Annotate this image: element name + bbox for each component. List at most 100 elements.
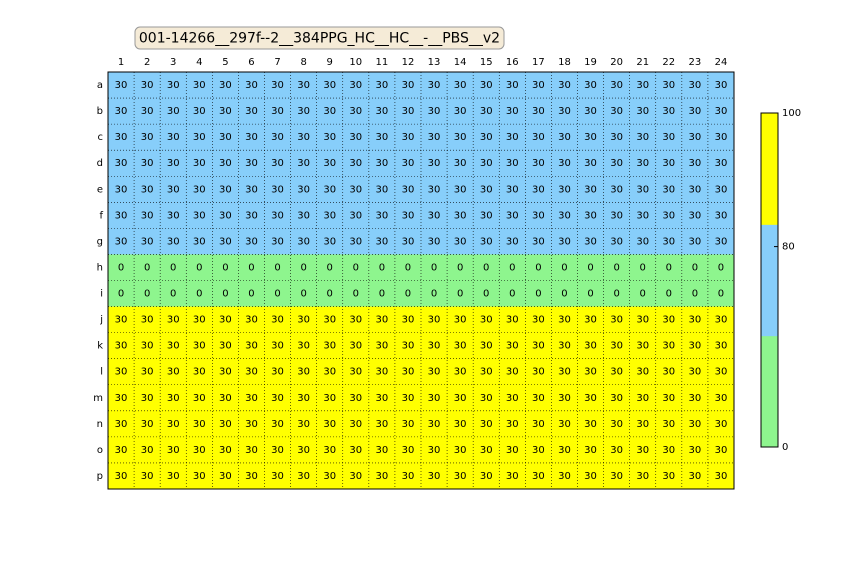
cell-label: 30	[323, 80, 336, 91]
cell-label: 30	[454, 419, 467, 430]
cell	[290, 254, 318, 281]
cell	[108, 280, 135, 308]
cell	[316, 410, 344, 438]
row-label: j	[99, 315, 103, 326]
cell-label: 30	[402, 158, 415, 169]
cell-label: 30	[402, 393, 415, 404]
cell	[342, 254, 370, 281]
cell-label: 30	[584, 210, 597, 221]
cell	[681, 98, 709, 125]
row-label: m	[93, 393, 103, 404]
cell-label: 30	[506, 315, 519, 326]
cell	[447, 254, 474, 281]
cell-label: 30	[454, 471, 467, 482]
cell	[342, 150, 370, 177]
cell	[290, 202, 318, 229]
cell-label: 30	[193, 158, 206, 169]
cell-label: 30	[349, 419, 362, 430]
cell	[707, 410, 735, 438]
chart-title: 001-14266__297f--2__384PPG_HC__HC__-__PB…	[139, 31, 500, 47]
cell-label: 30	[297, 158, 310, 169]
cell	[394, 280, 422, 308]
cell-label: 30	[349, 393, 362, 404]
cell	[603, 98, 631, 125]
cell	[316, 98, 344, 125]
cell-label: 0	[431, 289, 437, 300]
cell-label: 30	[402, 419, 415, 430]
cell	[577, 150, 605, 177]
cell-label: 30	[454, 80, 467, 91]
cell	[525, 332, 552, 360]
plate-border	[107, 71, 735, 490]
cell	[707, 72, 735, 99]
cell-label: 30	[558, 158, 571, 169]
cell	[212, 384, 239, 412]
cell	[577, 436, 605, 464]
cell-label: 30	[689, 419, 702, 430]
cell	[577, 98, 605, 125]
cell	[290, 72, 318, 99]
cell	[629, 384, 657, 412]
cell	[316, 72, 344, 99]
cell	[499, 150, 526, 177]
cell-label: 30	[689, 236, 702, 247]
cell	[577, 332, 605, 360]
cell-label: 30	[532, 471, 545, 482]
cell-label: 30	[610, 184, 623, 195]
cell-label: 30	[636, 184, 649, 195]
cell	[603, 150, 631, 177]
cell	[108, 98, 135, 125]
cell-label: 30	[193, 132, 206, 143]
cell	[108, 150, 135, 177]
column-label: 13	[428, 57, 441, 68]
cell	[707, 280, 735, 308]
cell	[394, 176, 422, 203]
cell-label: 30	[610, 236, 623, 247]
colorbar-segment	[761, 224, 778, 337]
cell	[473, 306, 500, 334]
cell-label: 30	[349, 236, 362, 247]
column-label: 2	[144, 57, 150, 68]
cell-label: 30	[610, 341, 623, 352]
cell-label: 30	[376, 419, 389, 430]
cell-label: 30	[532, 184, 545, 195]
cell	[525, 124, 552, 151]
cell	[473, 98, 500, 125]
cell-label: 30	[584, 471, 597, 482]
cell	[160, 384, 187, 412]
cell-label: 30	[271, 80, 284, 91]
cell	[421, 332, 448, 360]
cell	[629, 98, 657, 125]
cell-label: 30	[245, 471, 258, 482]
cell	[681, 306, 709, 334]
column-label: 10	[349, 57, 362, 68]
row-label: l	[100, 367, 103, 378]
column-label: 8	[300, 57, 306, 68]
cell-label: 0	[587, 262, 593, 273]
cell-label: 30	[558, 393, 571, 404]
cell-label: 30	[532, 210, 545, 221]
cell	[264, 280, 292, 308]
cell	[290, 462, 318, 490]
cell	[421, 384, 448, 412]
cell	[108, 72, 135, 99]
cell	[160, 176, 187, 203]
cell	[551, 306, 578, 334]
cell-label: 30	[480, 419, 493, 430]
cell	[186, 436, 213, 464]
cell-label: 30	[610, 80, 623, 91]
cell	[499, 332, 526, 360]
cell	[290, 150, 318, 177]
cell-label: 0	[613, 289, 619, 300]
cell	[681, 72, 709, 99]
cell-label: 30	[454, 367, 467, 378]
cell	[499, 436, 526, 464]
cell-label: 30	[193, 236, 206, 247]
cell-label: 30	[480, 80, 493, 91]
cell-label: 30	[141, 158, 154, 169]
cell-label: 0	[144, 289, 150, 300]
cell-label: 30	[428, 393, 441, 404]
cell-label: 0	[144, 262, 150, 273]
column-label: 1	[118, 57, 124, 68]
cell-label: 0	[613, 262, 619, 273]
